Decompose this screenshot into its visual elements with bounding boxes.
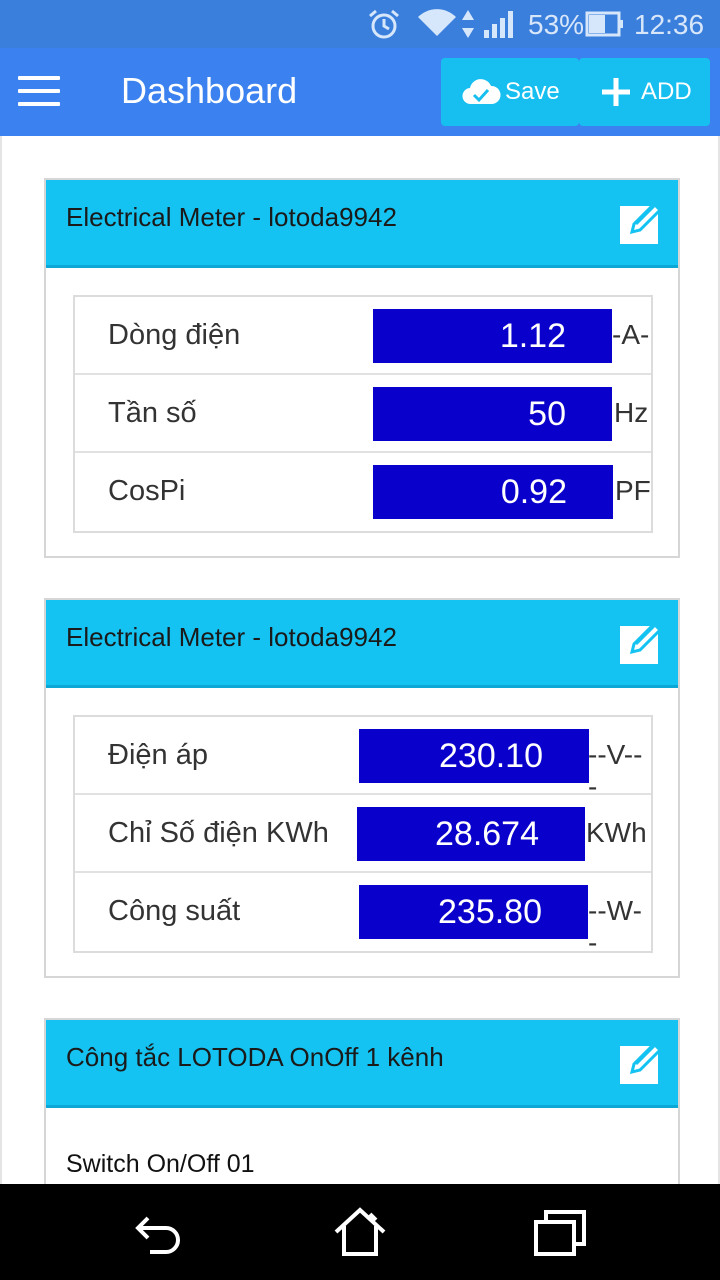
recent-apps-icon[interactable]: [532, 1206, 588, 1258]
reading-value: 50: [373, 387, 612, 441]
reading-unit: Hz: [614, 397, 649, 428]
reading-value: 0.92: [373, 465, 613, 519]
save-button[interactable]: Save: [441, 58, 579, 126]
table-row: Tần số 50 Hz: [75, 375, 651, 453]
reading-label: Dòng điện: [108, 319, 241, 351]
edit-icon[interactable]: [618, 1038, 666, 1086]
table-row: Công suất 235.80 --W--: [75, 873, 651, 958]
cloud-check-icon: [462, 79, 501, 105]
table-row: Chỉ Số điện KWh 28.674 KWh: [75, 795, 651, 873]
card-header: Electrical Meter - lotoda9942: [46, 600, 678, 688]
signal-icon: [484, 11, 513, 38]
menu-icon: [18, 76, 60, 80]
meter-card: Electrical Meter - lotoda9942 Điện áp 23…: [44, 598, 680, 978]
save-label: Save: [505, 78, 560, 105]
reading-value: 28.674: [357, 807, 585, 861]
menu-button[interactable]: [18, 76, 62, 110]
reading-label: Tần số: [108, 397, 197, 429]
reading-value: 235.80: [359, 885, 588, 939]
table-row: Dòng điện 1.12 -A-: [75, 297, 651, 375]
wifi-icon: [418, 9, 456, 37]
card-header: Công tắc LOTODA OnOff 1 kênh: [46, 1020, 678, 1108]
card-title: Công tắc LOTODA OnOff 1 kênh: [66, 1042, 444, 1072]
reading-value: 1.12: [373, 309, 612, 363]
meter-card: Electrical Meter - lotoda9942 Dòng điện …: [44, 178, 680, 558]
edit-icon[interactable]: [618, 198, 666, 246]
add-button[interactable]: ADD: [579, 58, 710, 126]
readings-table: Điện áp 230.10 --V--- Chỉ Số điện KWh 28…: [73, 715, 653, 958]
card-header: Electrical Meter - lotoda9942: [46, 180, 678, 268]
reading-label: CosPi: [108, 475, 186, 507]
reading-unit: KWh: [586, 817, 647, 848]
navigation-bar: [0, 1184, 720, 1280]
clock: 12:36: [634, 9, 705, 40]
app-bar: Dashboard Save ADD: [0, 48, 720, 136]
data-transfer-icon: [462, 10, 474, 38]
battery-icon: [585, 11, 623, 37]
reading-label: Công suất: [108, 895, 241, 927]
page-title: Dashboard: [121, 70, 298, 111]
switch-card: Công tắc LOTODA OnOff 1 kênh Switch On/O…: [44, 1018, 680, 1184]
reading-label: Điện áp: [108, 739, 208, 771]
plus-icon: [602, 78, 630, 106]
reading-unit: PF: [615, 475, 651, 506]
readings-table: Dòng điện 1.12 -A- Tần số 50 Hz CosPi 0.…: [73, 295, 653, 533]
switch-label: Switch On/Off 01: [66, 1150, 255, 1178]
reading-unit: --V---: [588, 739, 643, 802]
reading-unit: --W--: [588, 895, 642, 958]
card-title: Electrical Meter - lotoda9942: [66, 622, 397, 652]
battery-percent: 53%: [528, 9, 585, 40]
reading-unit: -A-: [612, 319, 650, 350]
table-row: Điện áp 230.10 --V---: [75, 717, 651, 802]
back-icon[interactable]: [132, 1206, 188, 1258]
add-label: ADD: [641, 78, 692, 105]
home-icon[interactable]: [332, 1206, 388, 1258]
reading-value: 230.10: [359, 729, 589, 783]
table-row: CosPi 0.92 PF: [75, 453, 651, 531]
alarm-icon: [369, 9, 399, 39]
card-title: Electrical Meter - lotoda9942: [66, 202, 397, 232]
edit-icon[interactable]: [618, 618, 666, 666]
reading-label: Chỉ Số điện KWh: [108, 817, 329, 849]
dashboard-content[interactable]: Electrical Meter - lotoda9942 Dòng điện …: [0, 136, 720, 1184]
status-bar: 53% 12:36: [0, 0, 720, 48]
